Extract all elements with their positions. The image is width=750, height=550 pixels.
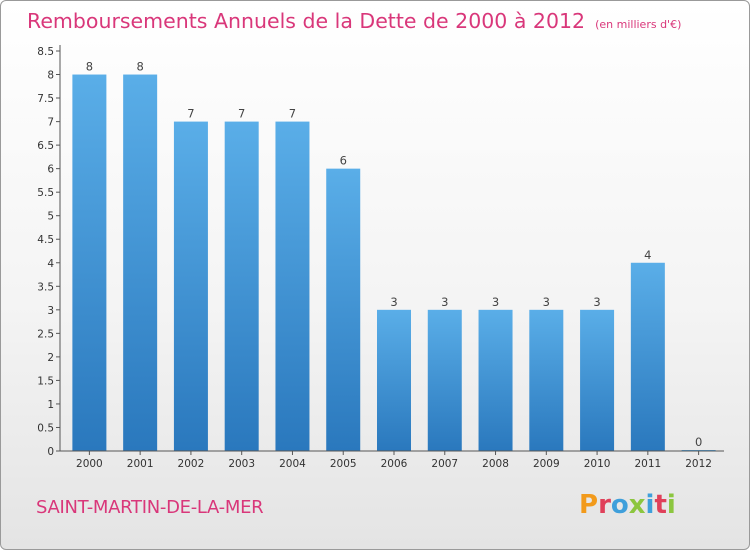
bars: 8 8 7 7 7 6 3 3 3 3 3 4 0 <box>72 60 716 452</box>
bar-2004 <box>275 121 310 452</box>
bar-2009 <box>529 309 564 451</box>
bar-2006 <box>377 309 411 451</box>
bar-value-label: 7 <box>289 107 296 121</box>
y-tick-label: 4.5 <box>37 234 54 246</box>
logo-letter: r <box>598 490 611 520</box>
y-tick-label: 4 <box>47 258 54 270</box>
y-tick-label: 1 <box>47 399 54 411</box>
bar-2002 <box>173 121 208 452</box>
bar-2007 <box>427 309 462 451</box>
x-tick-label: 2011 <box>634 458 661 470</box>
y-tick-label: 2.5 <box>37 328 54 340</box>
y-tick-label: 0.5 <box>37 422 54 434</box>
y-axis: 0 0.5 1 1.5 2 2.5 3 3.5 4 4.5 5 5.5 6 6.5 7 7.5 8 8.5 <box>37 45 61 458</box>
bar-2005 <box>326 168 361 451</box>
bar-value-label: 8 <box>86 60 93 74</box>
bar-2011 <box>630 262 665 451</box>
bar-2001 <box>123 74 158 451</box>
bar-value-label: 3 <box>390 295 397 309</box>
x-axis: 2000 2001 2002 2003 2004 2005 2006 2007 2008 2009… <box>60 450 724 470</box>
logo-letter: o <box>610 490 629 520</box>
y-tick-label: 5 <box>47 211 54 223</box>
y-tick-label: 3 <box>47 305 54 317</box>
bar-value-label: 8 <box>136 60 143 74</box>
y-tick-label: 8 <box>47 70 54 82</box>
x-tick-label: 2001 <box>127 458 154 470</box>
y-tick-label: 6.5 <box>37 140 54 152</box>
chart-subtitle: (en milliers d'€) <box>595 18 682 31</box>
x-tick-label: 2009 <box>533 458 560 470</box>
bar-value-label: 3 <box>593 295 600 309</box>
x-tick-label: 2008 <box>482 458 509 470</box>
logo-letter: x <box>628 490 646 520</box>
bar-value-label: 0 <box>695 435 702 449</box>
bar-2008 <box>478 309 513 451</box>
bar-value-label: 3 <box>441 295 448 309</box>
logo-letter: i <box>645 490 655 520</box>
commune-name: SAINT-MARTIN-DE-LA-MER <box>36 497 264 518</box>
x-tick-label: 2007 <box>431 458 458 470</box>
bar-value-label: 6 <box>340 154 347 168</box>
x-tick-label: 2003 <box>228 458 255 470</box>
bar-value-label: 7 <box>187 107 194 121</box>
bar-value-label: 3 <box>543 295 550 309</box>
bar-value-label: 7 <box>238 107 245 121</box>
x-tick-label: 2012 <box>685 458 712 470</box>
chart-title: Remboursements Annuels de la Dette de 20… <box>27 9 681 33</box>
bar-2003 <box>224 121 259 452</box>
proxiti-logo: Proxiti <box>579 490 676 520</box>
y-tick-label: 1.5 <box>37 375 54 387</box>
logo-letter: P <box>579 490 599 520</box>
y-tick-label: 8.5 <box>37 46 54 58</box>
x-tick-label: 2005 <box>330 458 357 470</box>
chart-title-text: Remboursements Annuels de la Dette de 20… <box>27 9 586 33</box>
y-tick-label: 0 <box>47 446 54 458</box>
x-tick-label: 2006 <box>381 458 408 470</box>
logo-letter: t <box>654 490 667 520</box>
bar-value-label: 3 <box>492 295 499 309</box>
y-tick-label: 5.5 <box>37 187 54 199</box>
y-tick-label: 3.5 <box>37 281 54 293</box>
x-tick-label: 2010 <box>584 458 611 470</box>
bar-value-label: 4 <box>644 248 651 262</box>
y-tick-label: 2 <box>47 352 54 364</box>
bar-2000 <box>72 74 107 451</box>
y-tick-label: 6 <box>47 164 54 176</box>
x-tick-label: 2004 <box>279 458 306 470</box>
y-tick-label: 7.5 <box>37 93 54 105</box>
logo-letter: i <box>666 490 676 520</box>
y-tick-label: 7 <box>47 117 54 129</box>
bar-2010 <box>580 309 615 451</box>
x-tick-label: 2002 <box>178 458 205 470</box>
x-tick-label: 2000 <box>76 458 103 470</box>
